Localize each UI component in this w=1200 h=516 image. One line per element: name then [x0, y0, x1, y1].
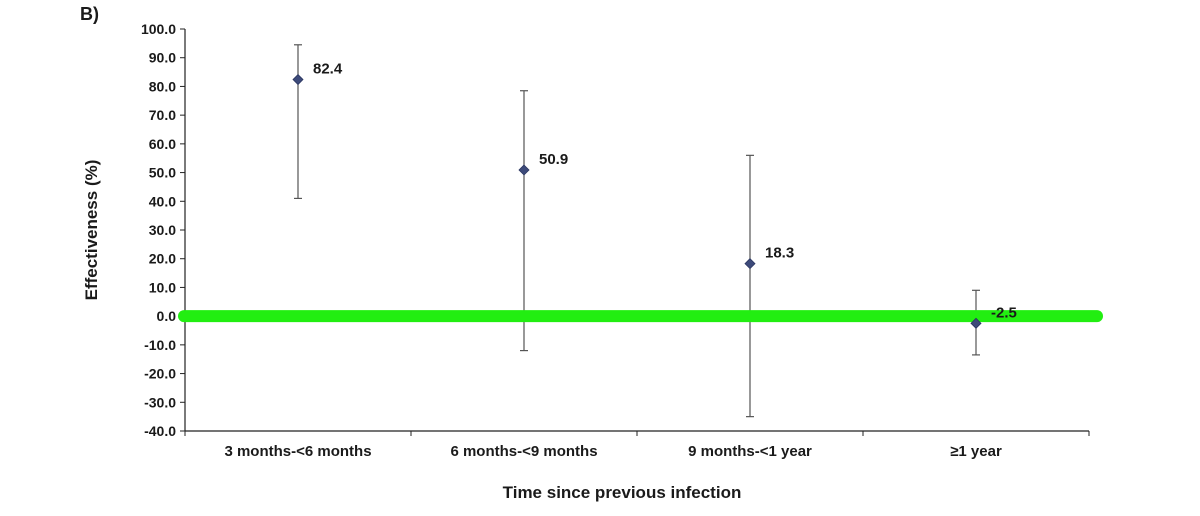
panel-label: B): [80, 4, 99, 24]
error-bars-layer: [294, 44, 980, 418]
y-tick-label: 70.0: [149, 107, 176, 123]
x-category-label: 3 months-<6 months: [224, 443, 371, 460]
y-tick-label: 30.0: [149, 222, 176, 238]
data-point-marker: [970, 317, 982, 329]
y-tick-label: 90.0: [149, 50, 176, 66]
y-tick-label: -40.0: [144, 423, 176, 439]
y-tick-label: 80.0: [149, 78, 176, 94]
y-tick-label: 60.0: [149, 136, 176, 152]
data-value-label: 82.4: [313, 61, 343, 78]
data-value-label: 50.9: [539, 151, 568, 168]
y-tick-label: -30.0: [144, 394, 176, 410]
y-tick-label: 100.0: [141, 21, 176, 37]
y-tick-label: 40.0: [149, 193, 176, 209]
data-point-marker: [292, 73, 304, 86]
data-value-label: 18.3: [765, 245, 794, 262]
x-category-label: ≥1 year: [950, 443, 1002, 460]
x-axis-title: Time since previous infection: [503, 483, 742, 502]
data-points-layer: [292, 73, 982, 329]
data-point-marker: [744, 258, 756, 270]
axes-layer: 100.0 90.0 80.0 70.0 60.0 50.0 40.0 30.0 20.0 10.…: [141, 21, 1090, 460]
data-point-marker: [518, 164, 530, 176]
y-axis-title: Effectiveness (%): [82, 160, 101, 301]
y-tick-label: 10.0: [149, 279, 176, 295]
y-tick-label: 50.0: [149, 165, 176, 181]
x-category-label: 9 months-<1 year: [688, 443, 812, 460]
data-value-label: -2.5: [991, 304, 1017, 321]
y-tick-label: -10.0: [144, 337, 176, 353]
y-tick-label: 0.0: [157, 308, 177, 324]
y-tick-label: -20.0: [144, 366, 176, 382]
labels-layer: 82.4 50.9 18.3 -2.5: [313, 61, 1017, 322]
x-category-label: 6 months-<9 months: [450, 443, 597, 460]
y-tick-label: 20.0: [149, 251, 176, 267]
